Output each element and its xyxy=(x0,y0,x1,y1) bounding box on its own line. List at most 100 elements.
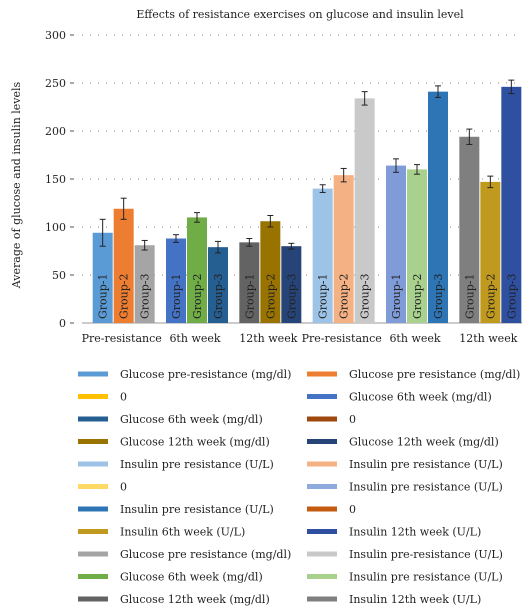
y-axis-ticks: 0 50 100 150 200 250 300 xyxy=(45,29,74,330)
bar-label: Group-2 xyxy=(118,273,131,319)
legend-label: Insulin pre resistance (U/L) xyxy=(120,503,274,516)
bar xyxy=(281,246,302,323)
x-axis-categories: Pre-resistance 6th week 12th week Pre-resis… xyxy=(82,332,518,345)
x-category-label: 6th week xyxy=(389,332,440,345)
legend-label: Insulin 12th week (U/L) xyxy=(349,593,481,606)
legend-label: Glucose pre-resistance (mg/dl) xyxy=(120,368,291,381)
legend-label: 0 xyxy=(349,503,356,516)
chart-title: Effects of resistance exercises on gluco… xyxy=(136,8,464,21)
x-category-label: 12th week xyxy=(459,332,517,345)
bar xyxy=(386,165,406,323)
legend-label: Insulin 12th week (U/L) xyxy=(349,526,481,539)
bar xyxy=(428,91,448,323)
bar-series: Group-1 Group-2 Group-3 Group-1 Group-2 Group… xyxy=(92,79,522,323)
y-tick-label: 150 xyxy=(45,173,66,186)
bar xyxy=(166,238,186,323)
legend-label: Insulin pre resistance (U/L) xyxy=(120,458,274,471)
bar-label: Group-2 xyxy=(411,273,424,319)
bar-label: Group-3 xyxy=(285,273,298,319)
legend-swatch xyxy=(307,416,337,422)
bar xyxy=(113,208,134,323)
legend-swatch xyxy=(307,574,337,579)
y-tick-label: 250 xyxy=(45,77,66,90)
bar xyxy=(480,181,501,323)
legend-label: Glucose 12th week (mg/dl) xyxy=(120,436,270,449)
x-category-label: 12th week xyxy=(239,332,297,345)
x-category-label: Pre-resistance xyxy=(302,332,382,345)
bar xyxy=(312,188,333,323)
legend-label: Glucose 6th week (mg/dl) xyxy=(120,413,263,426)
bar xyxy=(333,175,354,323)
legend-label: Glucose pre resistance (mg/dl) xyxy=(120,548,291,561)
legend-swatch xyxy=(78,574,108,579)
legend-swatch xyxy=(78,371,108,377)
bar-label: Group-2 xyxy=(338,273,351,319)
bar xyxy=(260,221,281,323)
legend-swatch xyxy=(307,461,337,467)
legend-label: Glucose 12th week (mg/dl) xyxy=(349,436,499,449)
legend: Glucose pre-resistance (mg/dl) Glucose pr… xyxy=(78,368,520,616)
legend-swatch xyxy=(307,439,337,444)
y-tick-label: 50 xyxy=(52,269,66,282)
bar-label: Group-2 xyxy=(264,273,277,319)
y-tick-label: 300 xyxy=(45,29,66,42)
legend-label: Insulin pre resistance (U/L) xyxy=(349,571,503,584)
legend-swatch xyxy=(78,461,108,467)
legend-label: 0 xyxy=(120,391,127,404)
legend-swatch xyxy=(78,506,108,512)
legend-label: 0 xyxy=(349,413,356,426)
y-axis-label: Average of glucose and insulin levels xyxy=(10,81,23,289)
legend-swatch xyxy=(78,394,108,399)
legend-swatch xyxy=(78,484,108,489)
legend-swatch xyxy=(307,371,337,377)
bar-label: Group-1 xyxy=(390,273,403,319)
legend-label: Insulin pre-resistance (U/L) xyxy=(349,548,503,561)
bar-label: Group-1 xyxy=(243,273,256,319)
bar xyxy=(459,136,480,323)
bar xyxy=(208,247,228,323)
bar-label: Group-3 xyxy=(139,273,152,319)
legend-swatch xyxy=(307,551,337,557)
legend-swatch xyxy=(78,529,108,534)
bar-label: Group-3 xyxy=(212,273,225,319)
legend-label: Insulin pre resistance (U/L) xyxy=(349,481,503,494)
bar xyxy=(407,169,427,323)
y-tick-label: 100 xyxy=(45,221,66,234)
bar xyxy=(187,217,207,323)
legend-swatch xyxy=(307,394,337,399)
legend-swatch xyxy=(78,551,108,557)
legend-swatch xyxy=(307,484,337,489)
bar xyxy=(354,98,375,323)
legend-swatch xyxy=(307,506,337,512)
legend-swatch xyxy=(78,416,108,422)
bar-label: Group-2 xyxy=(191,273,204,319)
legend-label: Glucose 6th week (mg/dl) xyxy=(349,391,492,404)
y-tick-label: 0 xyxy=(59,317,66,330)
bar-label: Group-1 xyxy=(317,273,330,319)
legend-label: Insulin pre resistance (U/L) xyxy=(349,458,503,471)
legend-swatch xyxy=(307,596,337,602)
legend-swatch xyxy=(307,529,337,534)
bar xyxy=(92,232,113,323)
y-tick-label: 200 xyxy=(45,125,66,138)
bar-label: Group-2 xyxy=(484,273,497,319)
x-category-label: Pre-resistance xyxy=(82,332,162,345)
bar-label: Group-3 xyxy=(359,273,372,319)
legend-label: 0 xyxy=(120,481,127,494)
bar-label: Group-3 xyxy=(505,273,518,319)
bar-label: Group-1 xyxy=(97,273,110,319)
gridlines xyxy=(82,34,522,276)
legend-label: Insulin 6th week (U/L) xyxy=(120,526,245,539)
legend-label: Glucose pre resistance (mg/dl) xyxy=(349,368,520,381)
bar-label: Group-1 xyxy=(170,273,183,319)
bar-label: Group-3 xyxy=(432,273,445,319)
bar xyxy=(501,86,522,323)
x-category-label: 6th week xyxy=(169,332,220,345)
bar-label: Group-1 xyxy=(463,273,476,319)
legend-label: Glucose 6th week (mg/dl) xyxy=(120,571,263,584)
bar xyxy=(239,242,260,323)
bar xyxy=(134,245,155,323)
legend-swatch xyxy=(78,439,108,444)
legend-swatch xyxy=(78,596,108,602)
